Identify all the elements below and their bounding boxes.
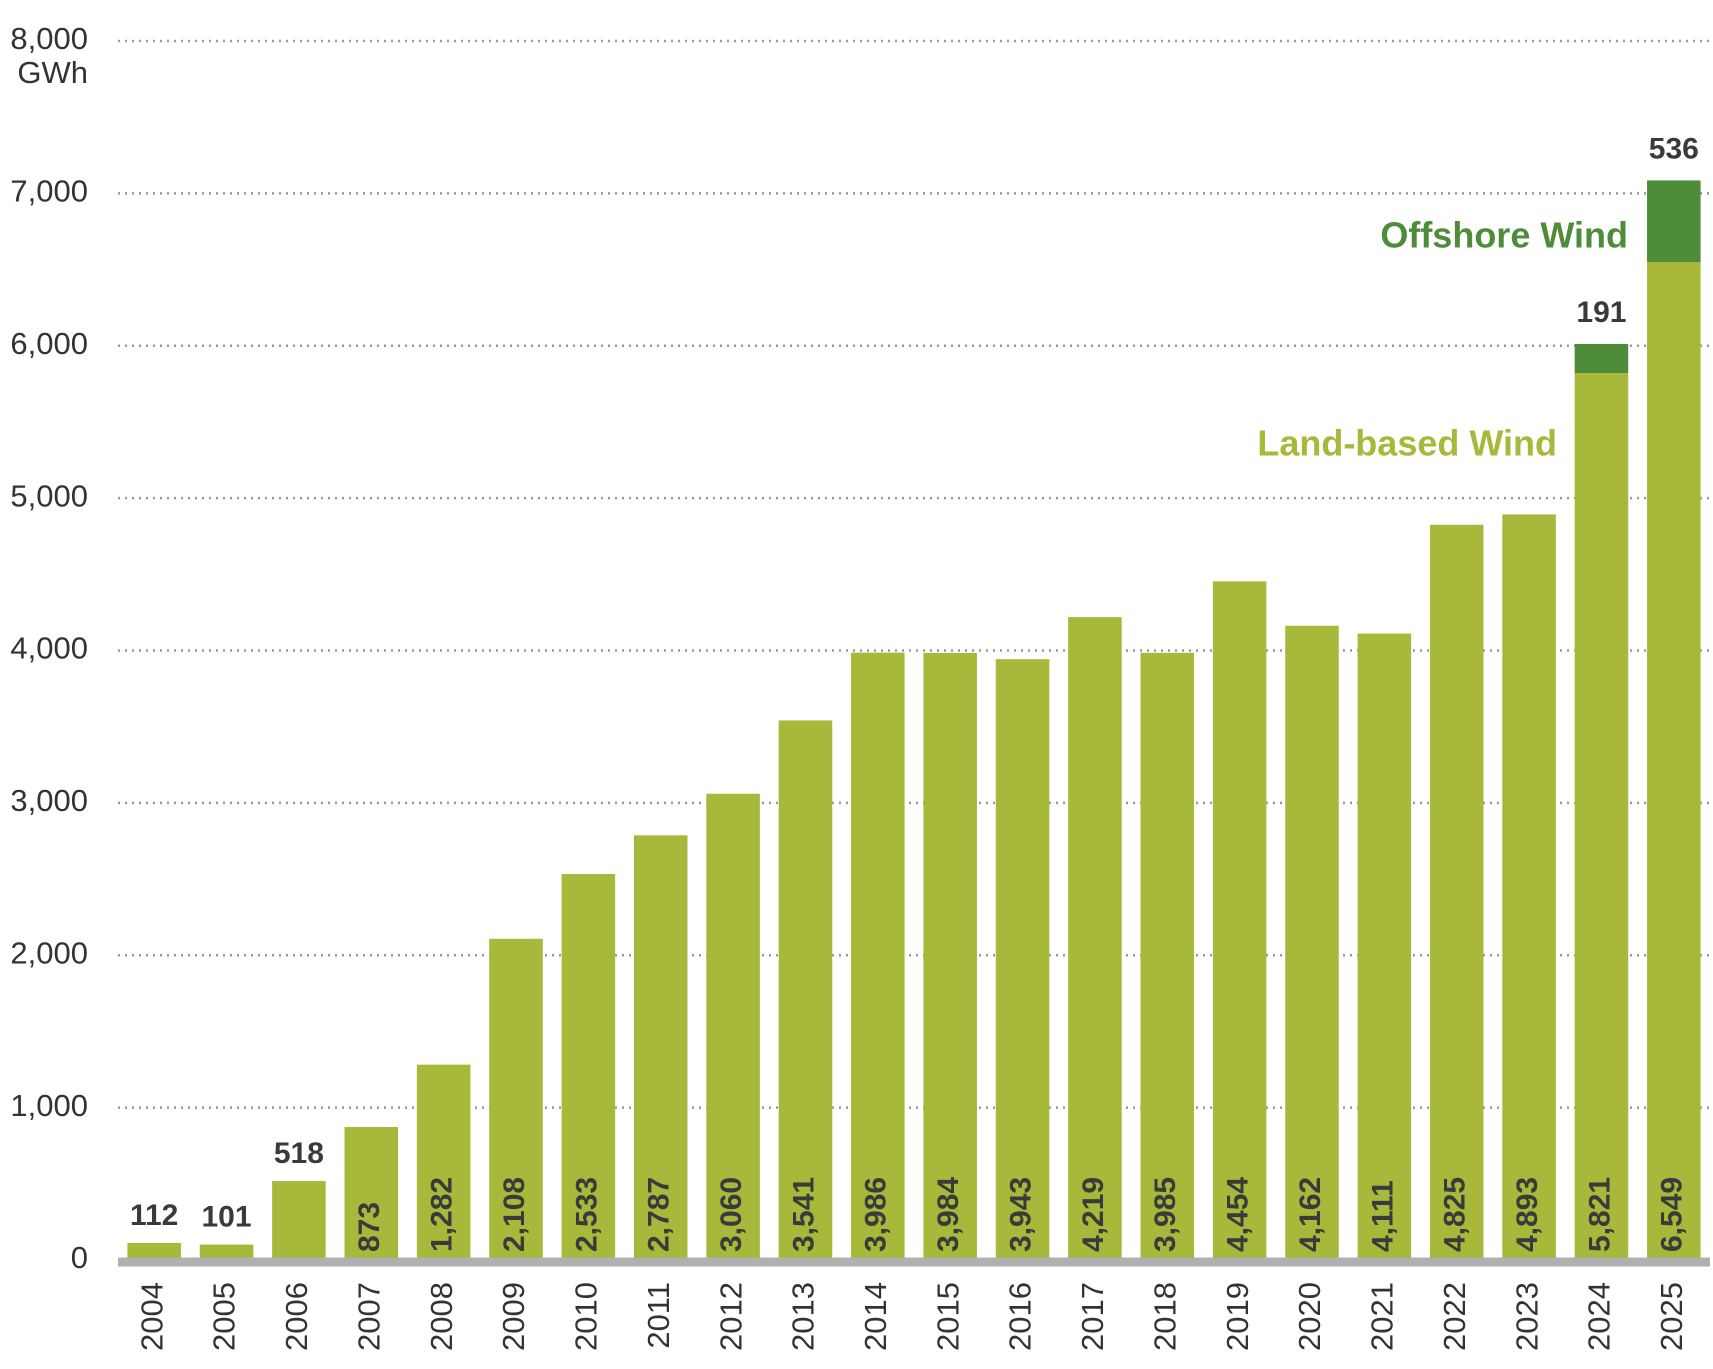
bar-segment <box>706 793 760 1260</box>
y-tick-label: 7,000 <box>10 174 88 209</box>
value-label: 4,825 <box>1439 1177 1472 1252</box>
bar-segment <box>344 1126 399 1260</box>
bar-segment <box>995 659 1050 1260</box>
x-tick-label: 2022 <box>1437 1282 1472 1351</box>
x-tick-label: 2005 <box>207 1282 242 1351</box>
value-label: 873 <box>353 1202 386 1252</box>
bar-segment <box>416 1064 471 1260</box>
y-tick-label: 2,000 <box>10 935 88 970</box>
x-tick-label: 2004 <box>134 1282 169 1351</box>
value-label: 3,541 <box>787 1177 820 1252</box>
x-tick-label: 2016 <box>1003 1282 1038 1351</box>
bar-segment <box>923 652 977 1260</box>
x-tick-label: 2015 <box>930 1282 965 1351</box>
value-label: 3,985 <box>1149 1177 1182 1252</box>
bar-segment <box>1647 180 1701 263</box>
value-label: 4,219 <box>1077 1177 1110 1252</box>
x-tick-label: 2010 <box>569 1282 604 1351</box>
x-tick-label: 2019 <box>1220 1282 1255 1351</box>
x-tick-label: 2008 <box>424 1282 459 1351</box>
value-label: 3,060 <box>715 1177 748 1252</box>
value-label: 6,549 <box>1656 1177 1689 1252</box>
x-tick-label: 2012 <box>713 1282 748 1351</box>
x-tick-label: 2014 <box>858 1282 893 1351</box>
value-label: 4,893 <box>1511 1177 1544 1252</box>
value-label: 536 <box>1649 132 1699 165</box>
value-label: 518 <box>274 1137 324 1170</box>
legend-label: Land-based Wind <box>1257 423 1557 464</box>
bar-segment <box>489 938 543 1260</box>
bar-segment <box>1647 262 1701 1260</box>
bar-segment <box>1285 625 1339 1260</box>
bar-segment <box>127 1242 181 1260</box>
bar-segment <box>561 874 616 1260</box>
y-tick-label: 0 <box>71 1240 88 1275</box>
value-label: 1,282 <box>426 1177 459 1252</box>
value-label: 3,943 <box>1004 1177 1037 1252</box>
y-tick-label: 6,000 <box>10 326 88 361</box>
bar-segment <box>633 835 688 1260</box>
x-tick-label: 2021 <box>1365 1282 1400 1351</box>
value-label: 4,454 <box>1222 1177 1255 1252</box>
value-label: 4,111 <box>1366 1180 1399 1252</box>
x-tick-label: 2025 <box>1654 1282 1689 1351</box>
value-label: 2,787 <box>643 1177 676 1252</box>
x-tick-label: 2018 <box>1147 1282 1182 1351</box>
value-label: 101 <box>202 1201 252 1234</box>
bar-segment <box>1140 652 1195 1260</box>
x-tick-label: 2006 <box>279 1282 314 1351</box>
bar-segment <box>778 720 833 1260</box>
bar-segment <box>199 1244 254 1260</box>
bar-segment <box>1212 581 1267 1260</box>
y-tick-label: 1,000 <box>10 1088 88 1123</box>
y-tick-label: 5,000 <box>10 478 88 513</box>
x-tick-label: 2020 <box>1292 1282 1327 1351</box>
value-label: 3,986 <box>860 1177 893 1252</box>
x-tick-label: 2017 <box>1075 1282 1110 1351</box>
bar-segment <box>1429 524 1484 1260</box>
x-tick-label: 2007 <box>351 1282 386 1351</box>
x-tick-label: 2011 <box>641 1282 676 1349</box>
value-label: 4,162 <box>1294 1177 1327 1252</box>
legend-label: Offshore Wind <box>1380 215 1628 256</box>
y-axis-label: GWh <box>17 55 88 90</box>
bar-segment <box>1068 617 1122 1260</box>
bar-segment <box>1502 514 1556 1260</box>
bar-segment <box>1574 343 1629 374</box>
x-tick-label: 2013 <box>786 1282 821 1351</box>
value-label: 2,533 <box>570 1177 603 1252</box>
value-label: 3,984 <box>932 1177 965 1252</box>
bar-segment <box>851 652 905 1260</box>
y-tick-label: 4,000 <box>10 631 88 666</box>
x-tick-label: 2009 <box>496 1282 531 1351</box>
bar-segment <box>1574 373 1629 1260</box>
x-tick-label: 2023 <box>1509 1282 1544 1351</box>
value-label: 2,108 <box>498 1177 531 1252</box>
y-tick-label: 8,000 <box>10 21 88 56</box>
bar-segment <box>272 1181 326 1260</box>
value-label: 112 <box>130 1199 178 1232</box>
value-label: 5,821 <box>1583 1177 1616 1252</box>
bar-segment <box>1357 633 1412 1260</box>
x-tick-label: 2024 <box>1582 1282 1617 1351</box>
y-tick-label: 3,000 <box>10 783 88 818</box>
value-label: 191 <box>1576 296 1626 329</box>
